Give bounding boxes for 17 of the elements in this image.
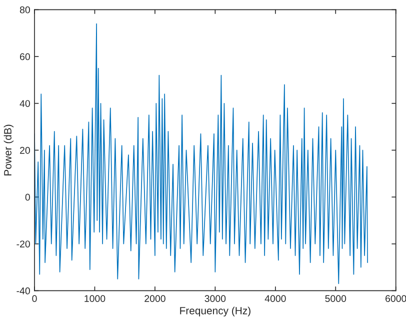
y-tick-label: 80 — [20, 6, 30, 14]
x-tick-label: 4000 — [264, 295, 286, 302]
x-tick-label: 5000 — [325, 295, 346, 302]
y-tick-label: 0 — [25, 194, 30, 201]
x-tick-label: 0 — [32, 295, 37, 302]
y-tick-label: 20 — [20, 146, 30, 154]
x-tick-label: 1000 — [84, 295, 106, 302]
x-axis-title: Frequency (Hz) — [180, 306, 250, 316]
y-axis-title: Power (dB) — [4, 124, 14, 176]
x-tick-label: 6000 — [386, 295, 406, 302]
y-tick-label: 60 — [20, 53, 30, 60]
x-tick-label: 2000 — [144, 295, 166, 302]
line-series — [34, 23, 368, 284]
y-tick-label: -20 — [16, 240, 30, 248]
y-tick-label: 40 — [20, 100, 30, 107]
x-tick-label: 3000 — [204, 295, 226, 302]
y-tick-label: -40 — [16, 287, 30, 294]
